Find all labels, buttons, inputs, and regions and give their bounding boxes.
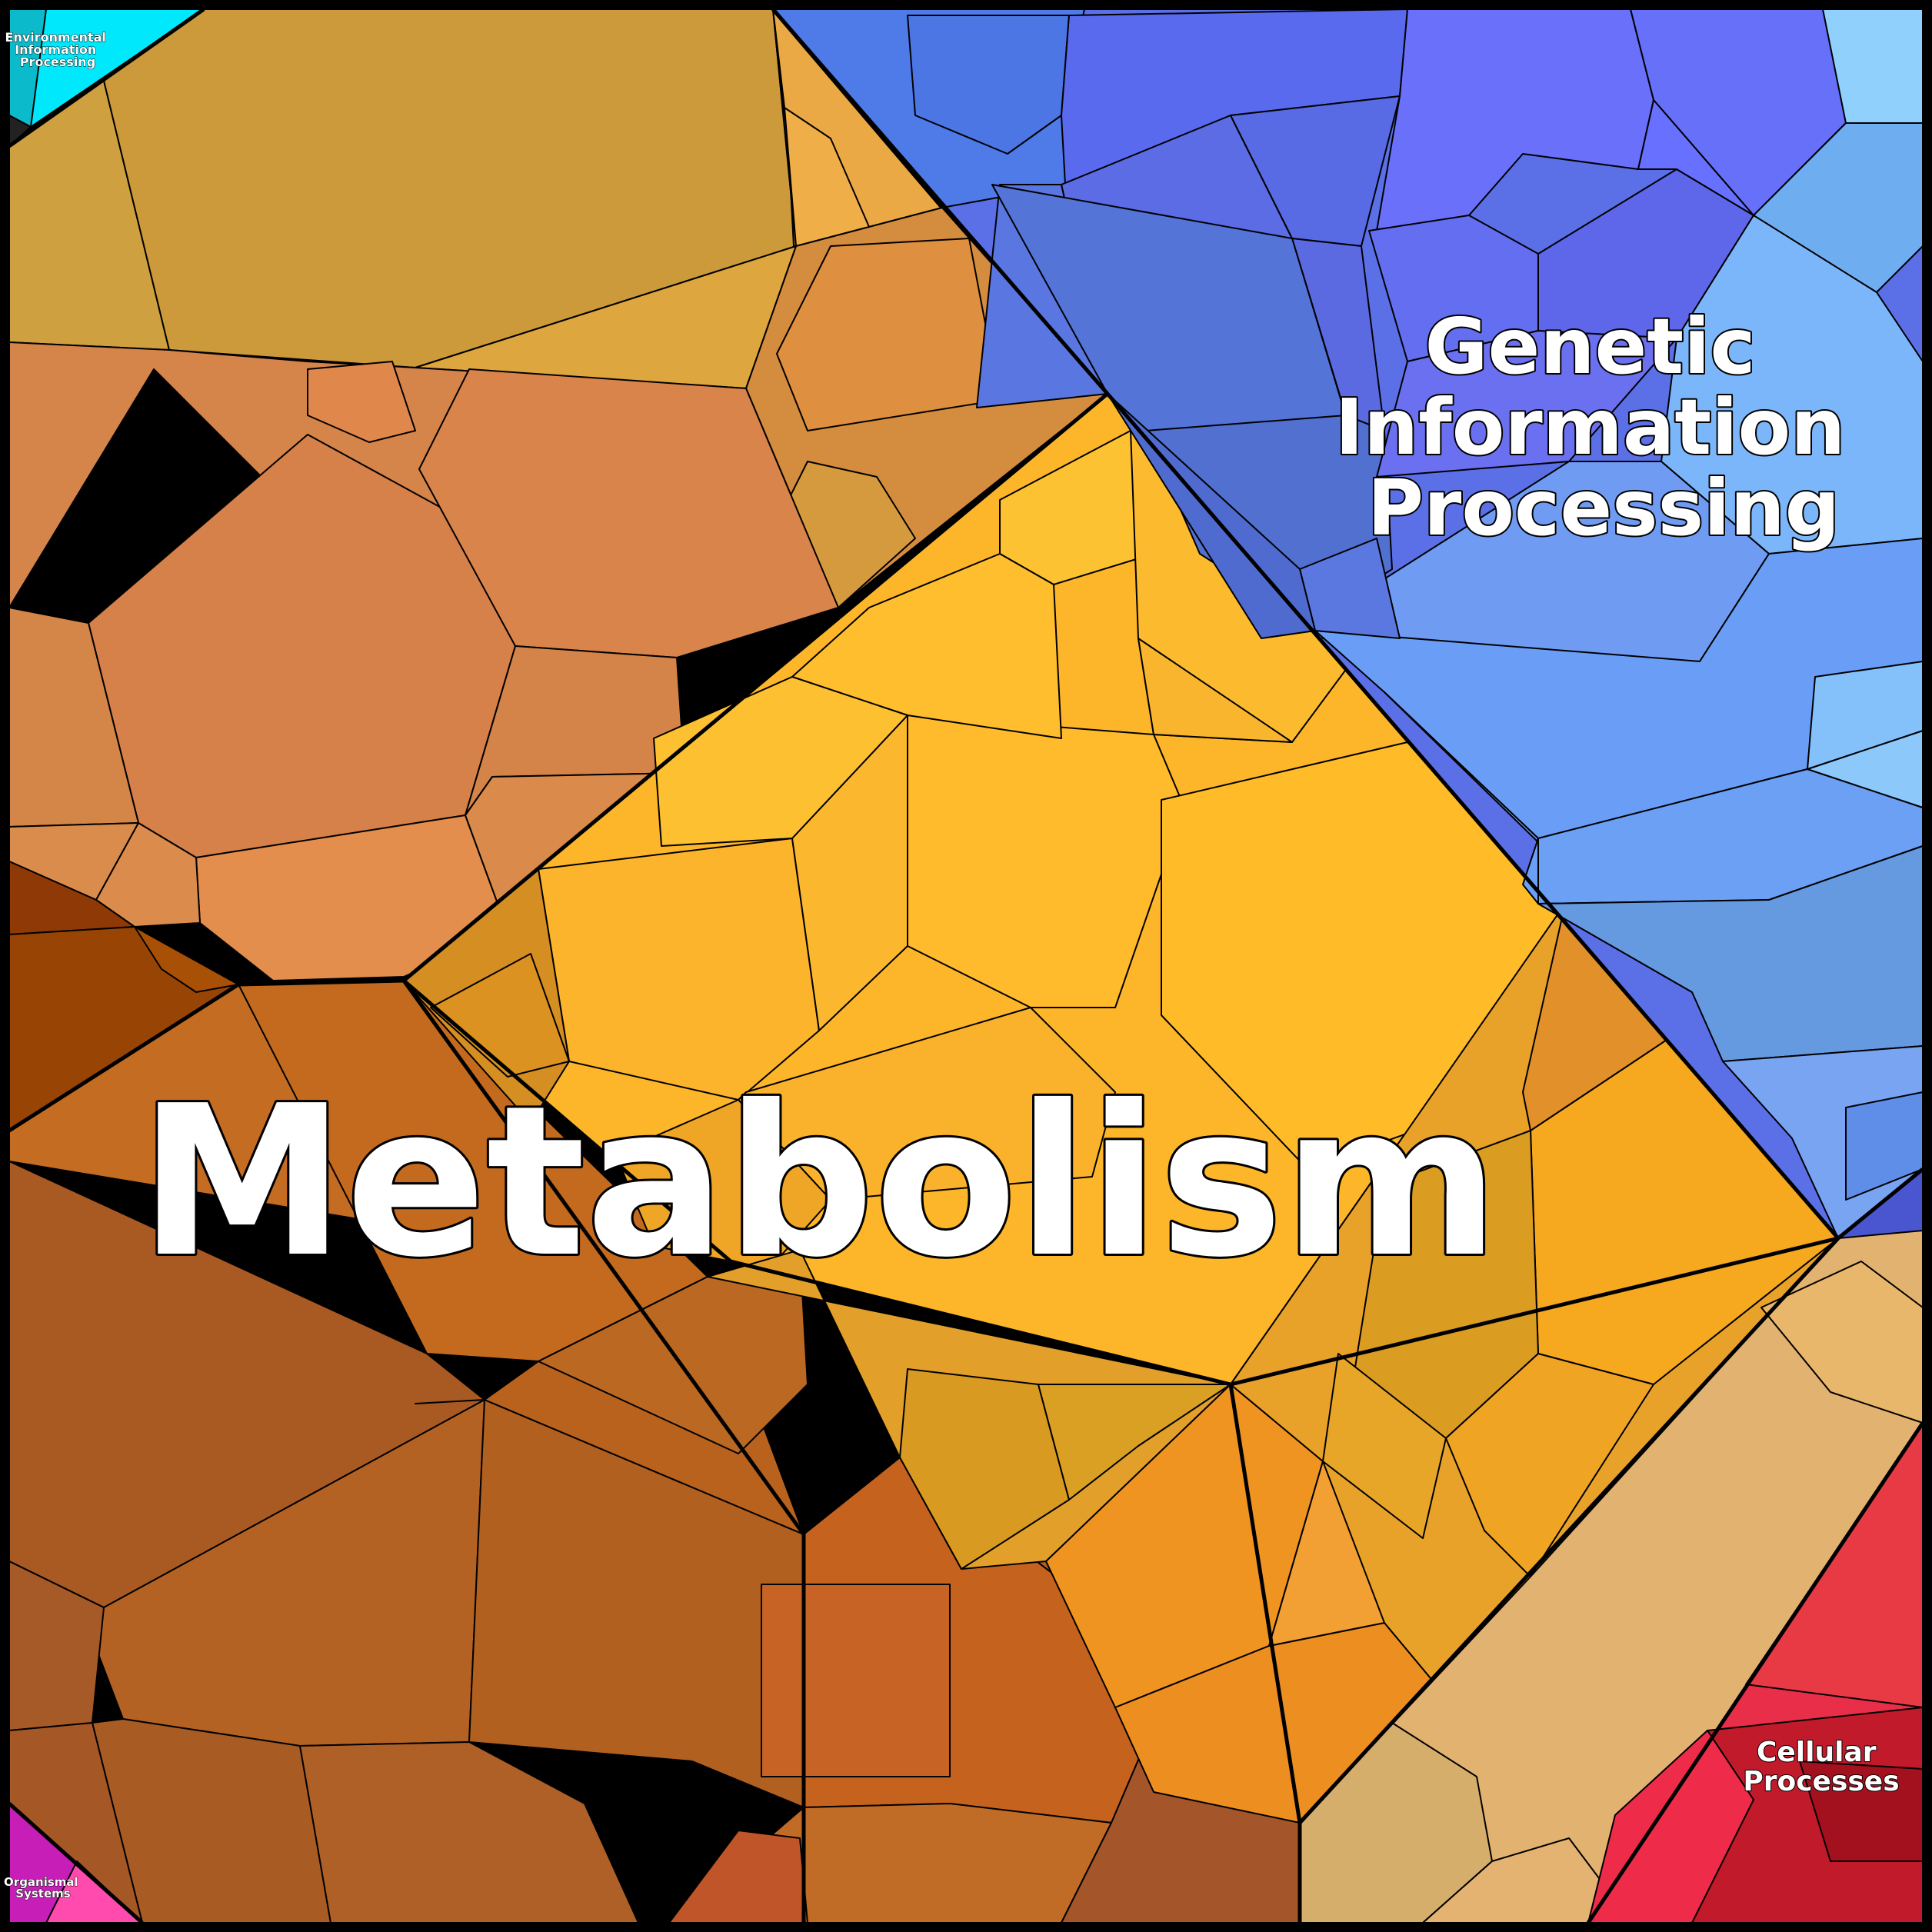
cell xyxy=(1038,1384,1231,1501)
cell xyxy=(134,926,239,993)
cell xyxy=(615,1099,831,1270)
label-metabolism: Metabolism xyxy=(139,1061,1500,1303)
cell xyxy=(1587,1730,1754,1924)
cell xyxy=(761,1584,951,1777)
region-borders xyxy=(8,7,1925,1924)
region-genetic-information-processing xyxy=(772,8,1924,1262)
cell xyxy=(1138,638,1293,743)
cell xyxy=(307,361,416,443)
label-environmental-information-processing: Environmental Information Processing xyxy=(5,30,111,69)
cell xyxy=(430,953,570,1078)
region-metabolism xyxy=(8,8,1839,1924)
cell xyxy=(899,1368,1070,1570)
cell xyxy=(1637,99,1754,216)
cell xyxy=(1753,122,1924,293)
cell xyxy=(999,430,1154,585)
cell xyxy=(1376,330,1677,478)
cell xyxy=(776,238,1001,431)
cell xyxy=(907,15,1070,155)
label-genetic-information-processing: Genetic Information Processing xyxy=(1335,301,1872,553)
cell xyxy=(1445,1353,1654,1577)
cell xyxy=(299,1741,639,1924)
label-cellular-processes: Cellular Processes xyxy=(1743,1737,1899,1797)
cell xyxy=(1322,1353,1447,1539)
label-organismal-systems: Organismal Systems xyxy=(4,1875,82,1900)
